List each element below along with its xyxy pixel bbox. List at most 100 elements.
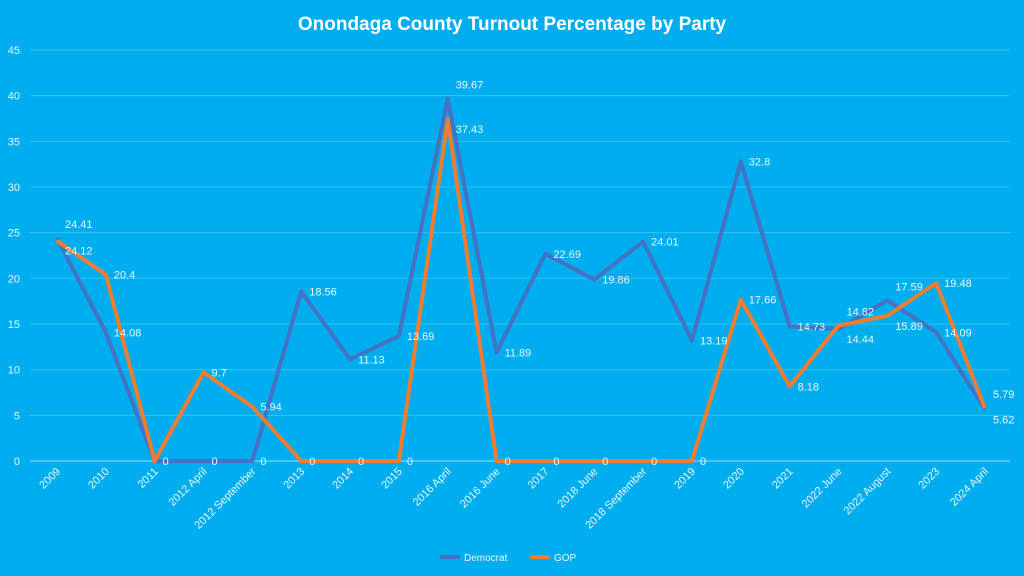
x-tick-label: 2022 August [842, 466, 894, 518]
data-label: 0 [651, 456, 657, 468]
data-label: 17.59 [895, 281, 923, 293]
data-point [496, 460, 498, 462]
data-label: 14.08 [114, 327, 142, 339]
x-tick-label: 2024 April [948, 466, 991, 509]
data-label: 13.19 [700, 336, 728, 348]
data-point [398, 460, 400, 462]
data-point [349, 358, 351, 360]
data-label: 0 [505, 456, 511, 468]
y-tick-label: 25 [8, 228, 20, 240]
data-point [935, 282, 937, 284]
data-point [447, 118, 449, 120]
data-label: 0 [553, 456, 559, 468]
y-tick-label: 10 [8, 365, 20, 377]
data-label: 5.62 [993, 415, 1014, 427]
data-point [691, 340, 693, 342]
y-tick-label: 20 [8, 273, 20, 285]
data-point [56, 240, 58, 242]
series-line-gop [55, 117, 987, 463]
data-label: 0 [602, 456, 608, 468]
data-label: 14.09 [944, 327, 972, 339]
data-point [398, 335, 400, 337]
x-tick-label: 2020 [721, 466, 747, 492]
data-point [251, 406, 253, 408]
data-point [447, 98, 449, 100]
x-tick-label: 2023 [916, 466, 942, 492]
data-point [56, 237, 58, 239]
data-point [349, 460, 351, 462]
y-tick-label: 5 [14, 410, 20, 422]
x-tick-label: 2010 [86, 466, 112, 492]
data-label: 9.7 [212, 367, 227, 379]
data-point [593, 279, 595, 281]
data-label: 14.73 [798, 321, 826, 333]
data-point [740, 160, 742, 162]
x-tick-label: 2015 [379, 466, 405, 492]
chart-title: Onondaga County Turnout Percentage by Pa… [298, 14, 727, 35]
data-point [642, 460, 644, 462]
data-point [740, 299, 742, 301]
x-tick-label: 2011 [136, 466, 161, 491]
x-tick-label: 2014 [330, 466, 356, 492]
data-label: 5.94 [260, 402, 281, 414]
data-point [251, 460, 253, 462]
data-point [300, 290, 302, 292]
data-point [544, 253, 546, 255]
data-point [642, 241, 644, 243]
data-label: 0 [260, 456, 266, 468]
data-label: 17.66 [749, 295, 777, 307]
data-point [105, 274, 107, 276]
y-tick-label: 45 [8, 45, 20, 57]
data-point [154, 460, 156, 462]
data-point [935, 331, 937, 333]
data-point [496, 351, 498, 353]
data-label: 24.12 [65, 246, 93, 258]
data-label: 20.4 [114, 270, 135, 282]
data-label: 5.79 [993, 389, 1014, 401]
data-point [789, 325, 791, 327]
data-point [593, 460, 595, 462]
data-point [886, 299, 888, 301]
x-tick-label: 2022 June [800, 466, 845, 511]
y-tick-label: 35 [8, 136, 20, 148]
data-point [984, 407, 986, 409]
x-tick-label: 2021 [770, 466, 796, 492]
data-point [300, 460, 302, 462]
x-tick-label: 2016 April [411, 466, 454, 509]
y-tick-label: 40 [8, 91, 20, 103]
data-label: 32.8 [749, 156, 770, 168]
y-tick-label: 15 [8, 319, 20, 331]
data-point [886, 315, 888, 317]
data-point [203, 460, 205, 462]
x-tick-label: 2012 April [167, 466, 210, 509]
data-label: 24.01 [651, 237, 679, 249]
data-label: 39.67 [456, 80, 484, 92]
x-tick-label: 2013 [282, 466, 308, 492]
data-label: 0 [309, 456, 315, 468]
legend-label: Democrat [464, 553, 508, 564]
data-label: 18.56 [309, 286, 337, 298]
data-label: 19.48 [944, 278, 972, 290]
data-label: 24.41 [65, 219, 93, 231]
series-line-democrat [55, 96, 987, 463]
data-label: 0 [163, 456, 169, 468]
data-label: 13.69 [407, 331, 435, 343]
data-label: 37.43 [456, 124, 484, 136]
legend-label: GOP [554, 553, 577, 564]
data-label: 8.18 [798, 381, 819, 393]
data-label: 11.13 [358, 354, 385, 366]
data-label: 0 [358, 456, 364, 468]
x-tick-label: 2018 June [556, 466, 601, 511]
x-tick-label: 2019 [672, 466, 698, 492]
data-label: 15.89 [895, 321, 923, 333]
data-label: 11.89 [505, 347, 532, 359]
data-point [691, 460, 693, 462]
data-label: 0 [407, 456, 413, 468]
data-label: 0 [212, 456, 218, 468]
x-tick-label: 2016 June [458, 466, 503, 511]
y-tick-label: 0 [14, 456, 20, 468]
data-point [837, 325, 839, 327]
data-label: 19.86 [602, 275, 630, 287]
data-point [203, 371, 205, 373]
